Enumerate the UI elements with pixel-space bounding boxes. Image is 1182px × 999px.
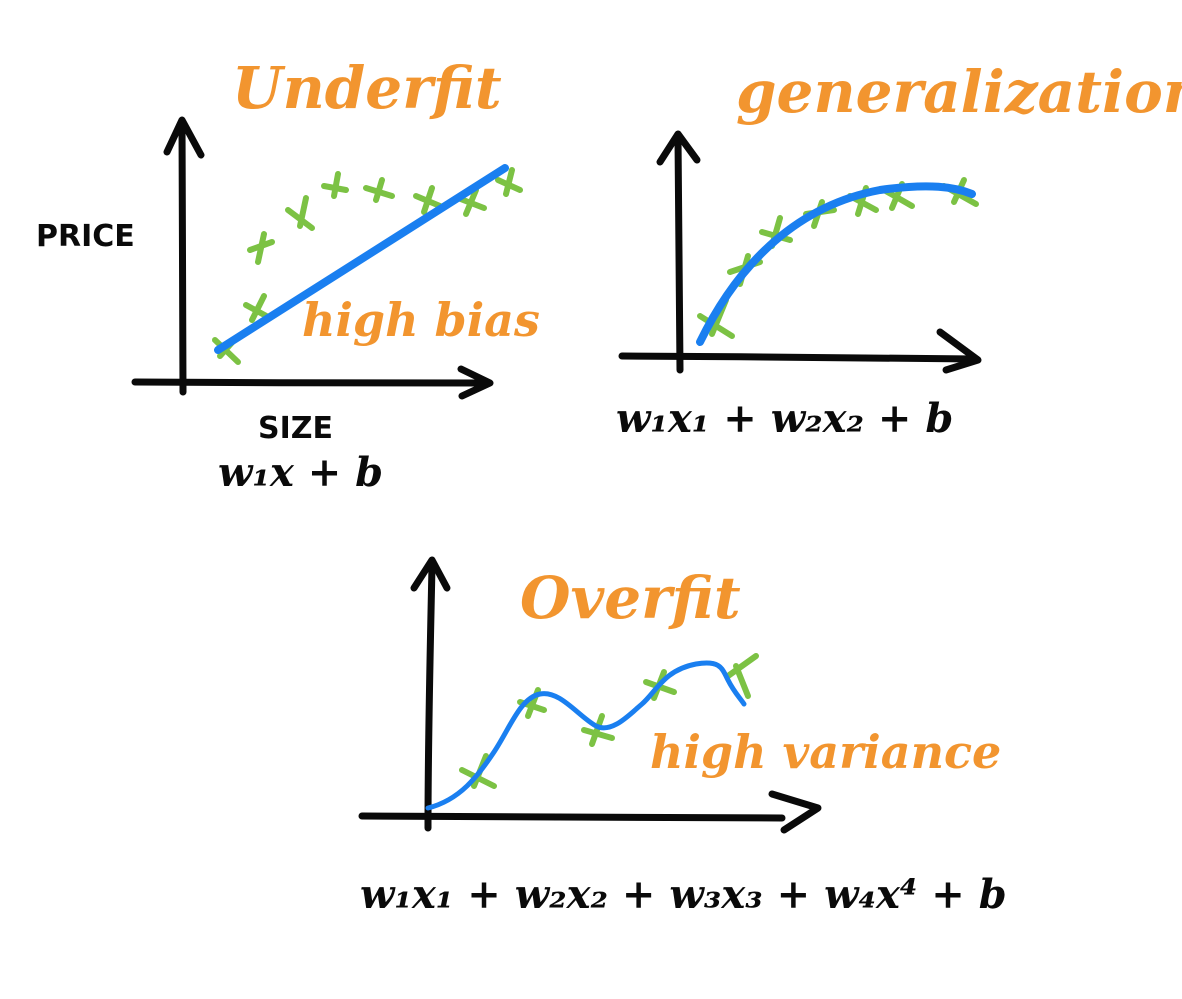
data-point bbox=[413, 185, 443, 215]
generalization-y-arrowhead bbox=[656, 130, 701, 166]
generalization-x-axis bbox=[618, 352, 980, 363]
underfit-x-axis bbox=[131, 378, 492, 387]
overfit-title: Overfit bbox=[520, 564, 741, 632]
overfit-note: high variance bbox=[650, 725, 1001, 779]
underfit-note: high bias bbox=[302, 293, 540, 347]
generalization-x-arrowhead bbox=[936, 328, 982, 374]
underfit-y-axis bbox=[178, 119, 187, 396]
data-point bbox=[363, 177, 395, 203]
underfit-panel: Underfit high bias PRICE SIZE w₁x + b bbox=[36, 54, 540, 496]
underfit-y-arrowhead bbox=[163, 116, 205, 159]
generalization-title: generalization bbox=[736, 58, 1182, 126]
generalization-formula: w₁x₁ + w₂x₂ + b bbox=[616, 395, 953, 442]
overfit-x-axis bbox=[358, 812, 786, 822]
overfit-fit-curve bbox=[425, 660, 747, 811]
overfit-x-arrowhead bbox=[768, 790, 822, 834]
underfit-formula: w₁x + b bbox=[218, 449, 383, 496]
overfit-panel: Overfit high variance w₁x₁ + w₂x₂ + w₃x₃… bbox=[358, 556, 1007, 918]
overfit-formula: w₁x₁ + w₂x₂ + w₃x₃ + w₄x⁴ + b bbox=[360, 871, 1007, 918]
data-point bbox=[725, 653, 759, 699]
data-point bbox=[581, 713, 615, 747]
data-point bbox=[495, 167, 523, 197]
underfit-x-arrowhead bbox=[457, 365, 494, 400]
underfit-title: Underfit bbox=[232, 54, 502, 122]
generalization-y-axis bbox=[674, 134, 684, 374]
overfit-y-axis bbox=[424, 562, 436, 832]
overfit-y-arrowhead bbox=[410, 556, 451, 592]
data-point bbox=[247, 231, 275, 265]
underfit-fit-line bbox=[214, 164, 509, 354]
underfit-x-label: SIZE bbox=[258, 411, 333, 446]
data-point bbox=[321, 171, 349, 199]
generalization-panel: generalization w₁x₁ + w₂x₂ + b bbox=[616, 58, 1182, 442]
underfit-y-label: PRICE bbox=[36, 219, 135, 254]
underfit-data-points bbox=[212, 167, 523, 365]
generalization-fit-curve bbox=[696, 182, 976, 346]
data-point bbox=[285, 195, 315, 231]
overfit-data-points bbox=[459, 653, 759, 789]
